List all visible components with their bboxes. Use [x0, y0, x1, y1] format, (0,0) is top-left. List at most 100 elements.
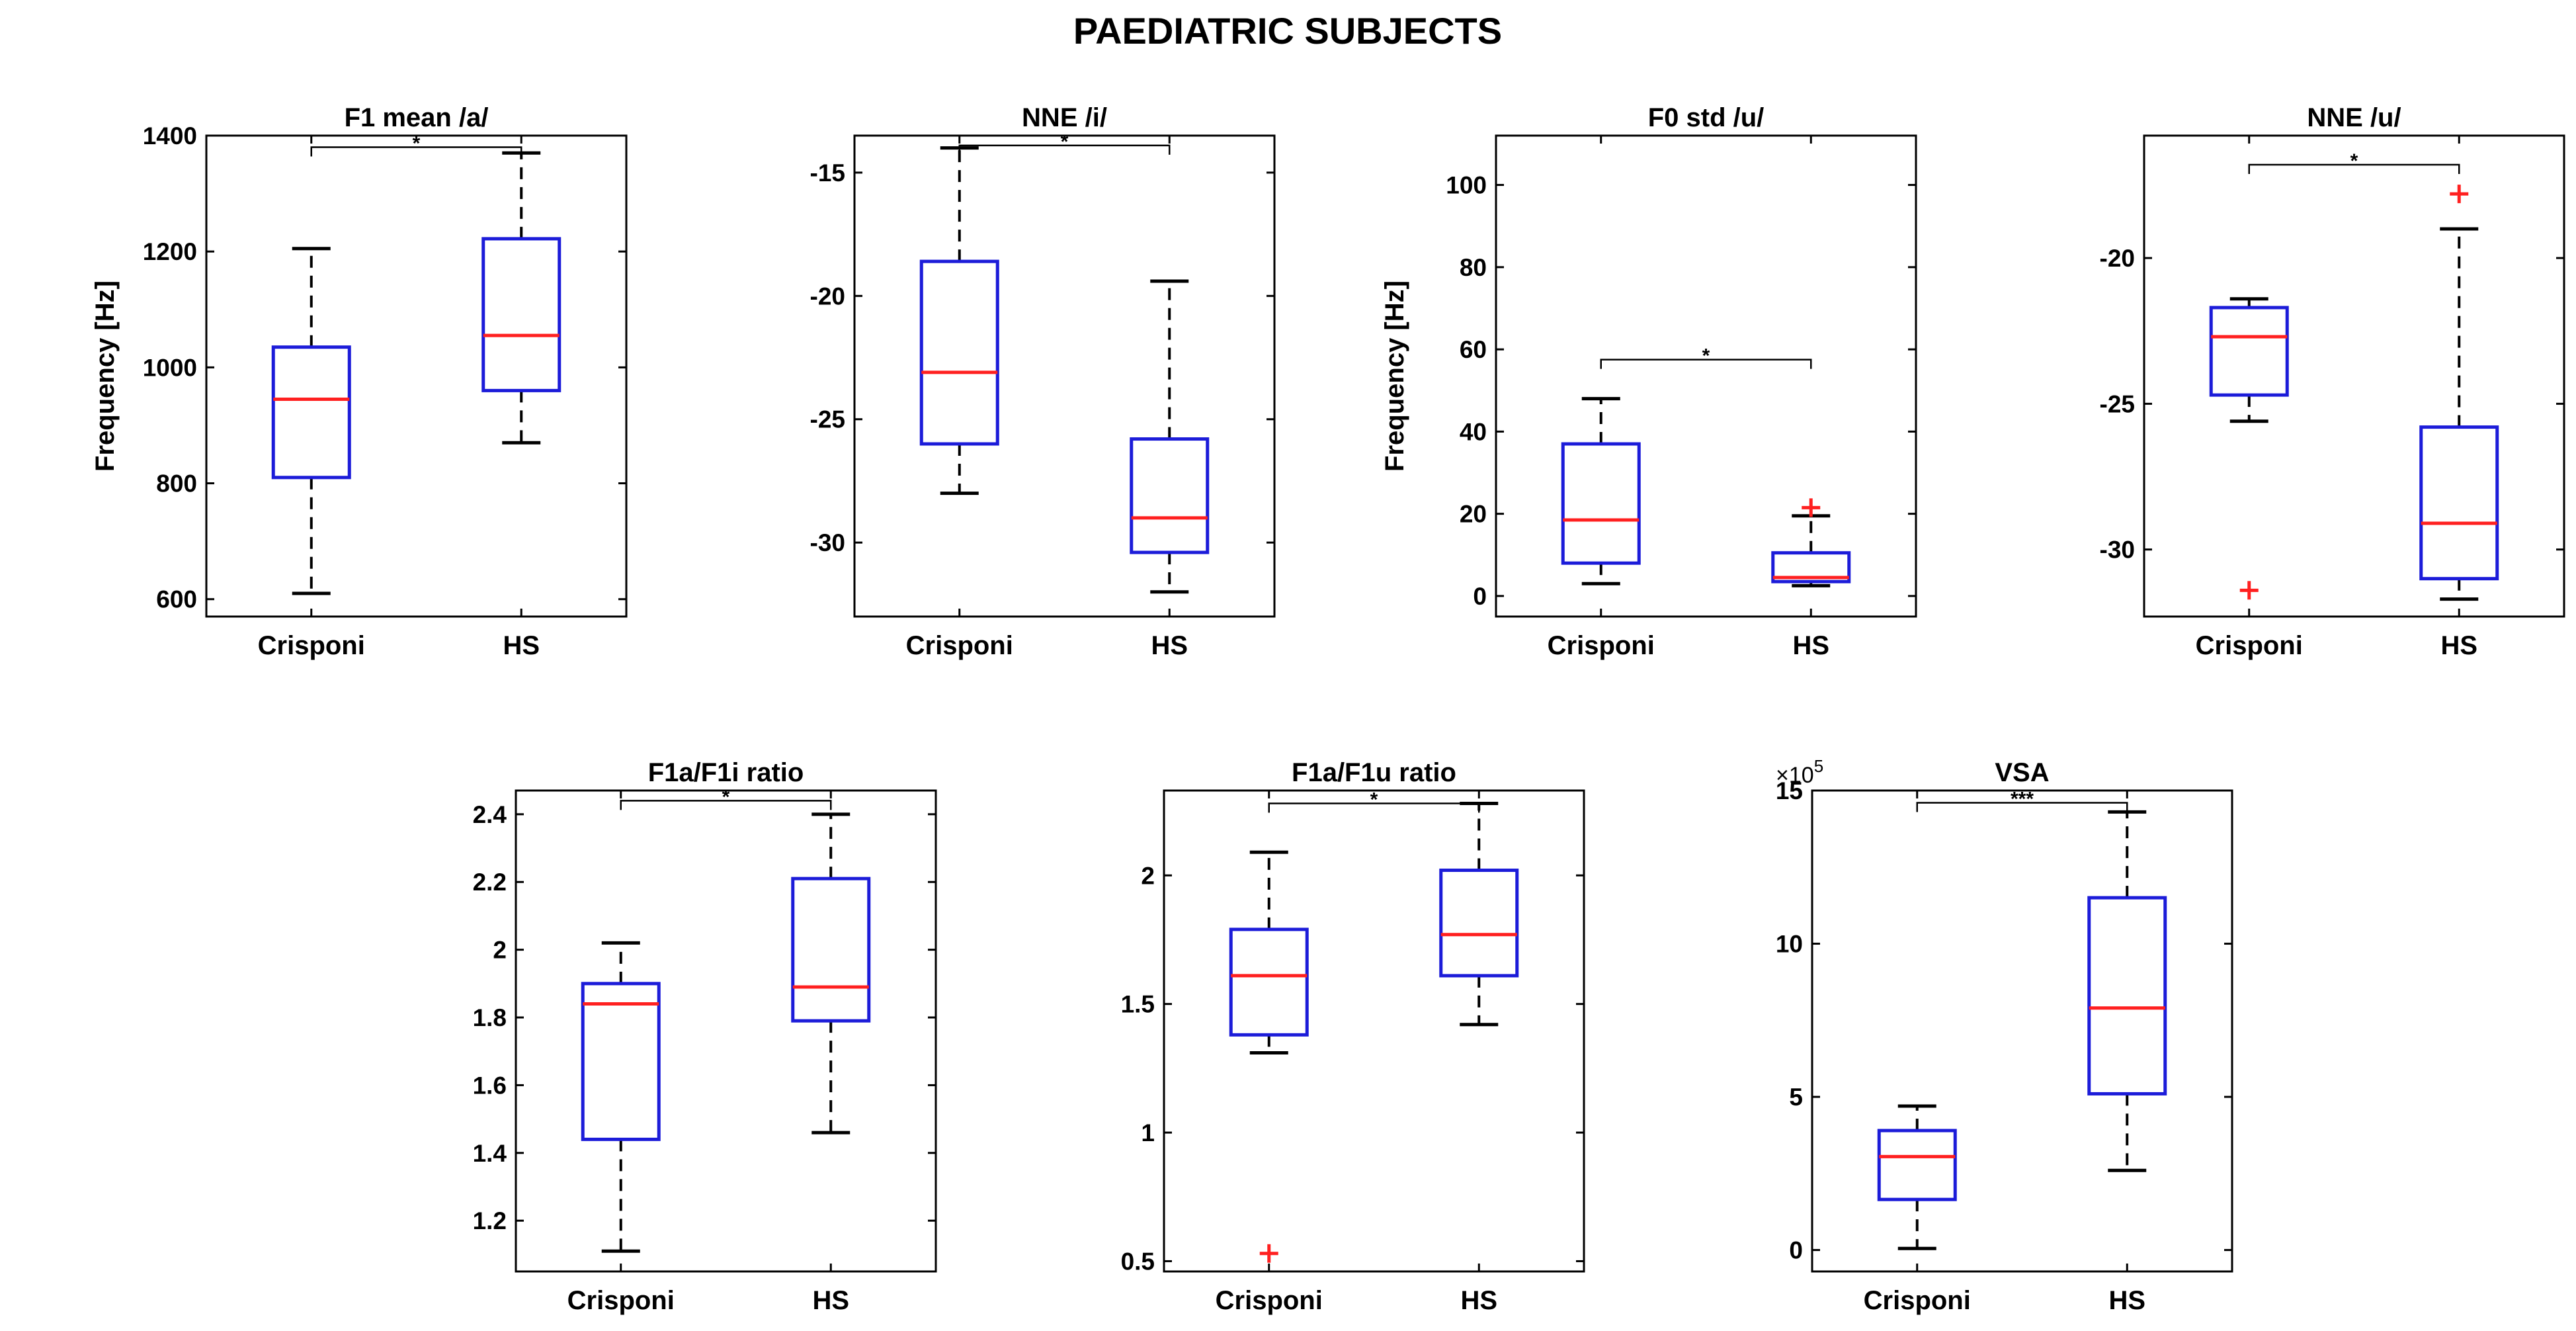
significance-bracket [1600, 359, 1812, 369]
y-tick-label: 0.5 [1121, 1248, 1155, 1275]
iqr-box [2087, 896, 2167, 1095]
y-axis-label: Frequency [Hz] [91, 280, 120, 472]
y-tick-label: 1.6 [473, 1072, 507, 1099]
x-tick-label: HS [1792, 631, 1829, 660]
iqr-box [581, 982, 661, 1141]
significance-label: *** [2011, 789, 2034, 810]
significance-label: * [1702, 345, 1710, 367]
y-tick-label: 80 [1460, 254, 1487, 281]
y-tick-label: 40 [1460, 418, 1487, 445]
box-crisponi [1229, 850, 1309, 1263]
significance-bracket [958, 144, 1171, 155]
y-tick-label: 2.2 [473, 869, 507, 896]
main-title: PAEDIATRIC SUBJECTS [1073, 10, 1502, 52]
y-tick-label: 800 [156, 470, 197, 497]
x-tick-label: Crisponi [567, 1286, 675, 1315]
iqr-box [2209, 306, 2289, 397]
axes-frame [2143, 134, 2565, 618]
iqr-box [919, 259, 999, 446]
axes-frame [1495, 134, 1917, 618]
y-tick-label: 1.8 [473, 1004, 507, 1031]
x-tick-label: HS [1460, 1286, 1497, 1315]
axes-frame [853, 134, 1276, 618]
y-exponent-power: 5 [1814, 756, 1823, 776]
box-hs [791, 812, 871, 1135]
y-tick-label: 1.2 [473, 1207, 507, 1234]
y-tick-label: 1 [1141, 1119, 1155, 1146]
chart-panel: NNE /u/ -30 -25 -20 Crisponi HS * [2100, 103, 2565, 660]
box-hs [481, 151, 561, 445]
significance-label: * [722, 786, 730, 808]
y-tick-label: 1.4 [473, 1140, 507, 1167]
y-tick-label: -30 [2100, 537, 2135, 564]
x-tick-label: Crisponi [258, 631, 365, 660]
x-tick-label: HS [2440, 631, 2477, 660]
axes-frame [205, 134, 628, 618]
chart-title: NNE /i/ [1022, 103, 1107, 132]
axes-frame [1163, 789, 1585, 1273]
chart-title: F1a/F1u ratio [1292, 758, 1456, 787]
iqr-box [1229, 927, 1309, 1037]
y-tick-label: 0 [1789, 1237, 1803, 1264]
box-crisponi [1877, 1104, 1957, 1250]
y-tick-label: -20 [2100, 245, 2135, 272]
axes-frame [515, 789, 937, 1273]
significance-bracket [310, 146, 522, 157]
x-tick-label: Crisponi [1216, 1286, 1323, 1315]
y-tick-label: 1.5 [1121, 991, 1155, 1018]
box-crisponi [2209, 297, 2289, 600]
box-hs [1130, 279, 1210, 594]
chart-title: F0 std /u/ [1648, 103, 1765, 132]
significance-bracket [1916, 802, 2128, 812]
axes-frame [1811, 789, 2233, 1273]
significance-bracket [620, 800, 832, 810]
box-crisponi [1561, 397, 1641, 585]
iqr-box [1130, 437, 1210, 554]
x-tick-label: HS [2108, 1286, 2145, 1315]
y-tick-label: 5 [1789, 1084, 1803, 1111]
y-tick-label: 20 [1460, 501, 1487, 528]
iqr-box [791, 877, 871, 1023]
iqr-box [1877, 1129, 1957, 1201]
chart-panel: F1 mean /a/600 800 1000 1200 1400 Crisponi HS F… [91, 103, 628, 660]
significance-label: * [1061, 131, 1069, 153]
iqr-box [1561, 442, 1641, 565]
outlier-marker [2450, 185, 2469, 204]
y-tick-label: 10 [1776, 931, 1803, 958]
x-tick-label: Crisponi [1548, 631, 1655, 660]
iqr-box [1771, 551, 1851, 583]
y-tick-label: 1400 [143, 122, 197, 150]
chart-panel: F0 std /u/0 20 40 60 80 100 Crisponi HS Frequenc… [1380, 103, 1917, 660]
y-tick-label: 1200 [143, 238, 197, 265]
outlier-marker [1259, 1244, 1278, 1263]
chart-panel: F1a/F1u ratio 0.5 1 1.5 2 Crisponi HS * [1121, 758, 1585, 1315]
iqr-box [2419, 425, 2499, 581]
y-tick-label: -25 [810, 406, 845, 433]
x-tick-label: HS [1151, 631, 1188, 660]
box-hs [1439, 801, 1519, 1027]
box-crisponi [581, 941, 661, 1253]
x-tick-label: Crisponi [1864, 1286, 1971, 1315]
y-exponent-base: ×10 [1776, 763, 1814, 788]
iqr-box [271, 345, 351, 480]
chart-title: F1 mean /a/ [345, 103, 489, 132]
iqr-box [1439, 869, 1519, 978]
outlier-marker [2239, 581, 2259, 600]
chart-panel: F1a/F1i ratio 1.2 1.4 1.6 1.8 2 2.2 2.4 Crisponi… [473, 758, 937, 1315]
y-tick-label: 600 [156, 586, 197, 613]
y-tick-label: 100 [1446, 172, 1487, 199]
y-tick-label: -25 [2100, 390, 2135, 417]
y-tick-label: 2 [493, 937, 507, 964]
chart-panel: NNE /i/ -30 -25 -20 -15 Crisponi HS * [810, 103, 1276, 660]
y-tick-label: -30 [810, 529, 845, 556]
x-tick-label: Crisponi [906, 631, 1013, 660]
significance-label: * [1370, 789, 1378, 810]
y-tick-label: 2 [1141, 862, 1155, 889]
x-tick-label: HS [812, 1286, 849, 1315]
x-tick-label: HS [503, 631, 540, 660]
iqr-box [481, 237, 561, 392]
box-hs [1771, 498, 1851, 587]
